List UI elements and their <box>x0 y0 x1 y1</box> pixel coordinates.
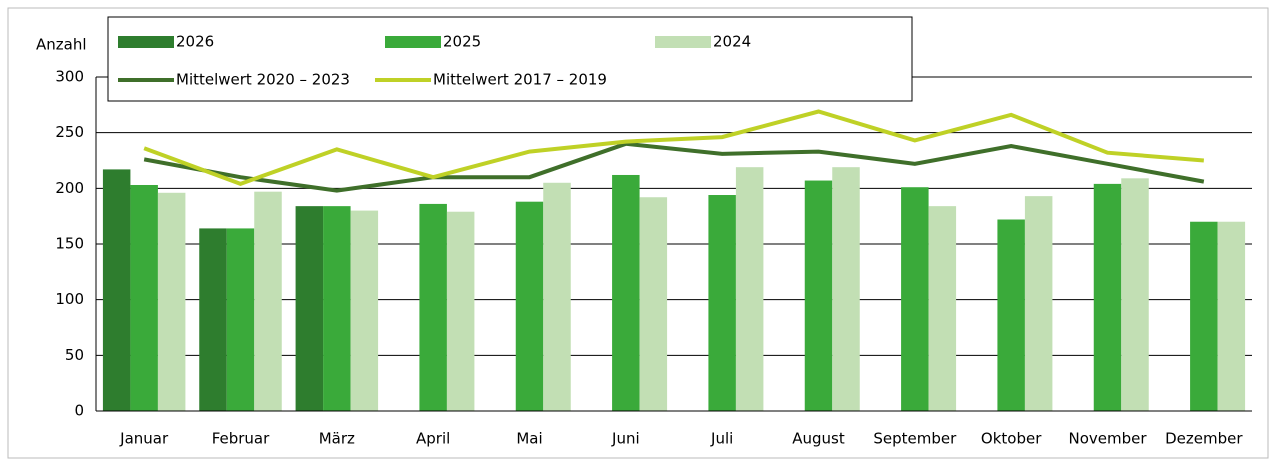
x-tick-label: Mai <box>516 430 542 448</box>
bar <box>350 210 379 411</box>
frame <box>7 7 1269 459</box>
y-tick-label: 150 <box>55 235 84 253</box>
bar <box>130 184 158 411</box>
legend-label: Mittelwert 2020 – 2023 <box>176 71 350 89</box>
bar <box>419 203 447 411</box>
bar <box>997 219 1025 411</box>
x-tick-label: Juli <box>710 430 733 448</box>
x-tick-label: Oktober <box>981 430 1042 448</box>
y-tick-label: 200 <box>55 179 84 197</box>
bar <box>295 206 324 411</box>
y-tick-label: 300 <box>55 68 84 86</box>
bar <box>735 167 764 411</box>
bar <box>102 169 131 411</box>
y-tick-label: 100 <box>55 290 84 308</box>
bar <box>226 228 255 411</box>
bar <box>639 197 668 411</box>
bar <box>543 182 571 411</box>
x-tick-label: Februar <box>212 430 270 448</box>
y-tick-label: 250 <box>55 123 84 141</box>
legend-swatch <box>385 36 441 48</box>
bar <box>323 206 351 411</box>
y-tick-label: 50 <box>65 346 84 364</box>
legend-swatch <box>655 36 711 48</box>
legend-label: 2026 <box>176 33 214 51</box>
bar <box>254 191 282 411</box>
x-tick-label: November <box>1068 430 1147 448</box>
line <box>143 109 1204 187</box>
bar <box>1024 196 1053 411</box>
legend <box>107 16 913 102</box>
x-tick-label: April <box>416 430 450 448</box>
x-tick-label: September <box>873 430 957 448</box>
bar <box>804 180 833 411</box>
x-tick-label: März <box>319 430 355 448</box>
bar <box>446 211 475 411</box>
x-tick-label: August <box>792 430 845 448</box>
bar <box>901 187 929 411</box>
bar <box>612 174 640 411</box>
bar <box>199 228 227 411</box>
bar <box>1121 178 1149 411</box>
bar <box>928 206 957 411</box>
x-tick-label: Dezember <box>1165 430 1243 448</box>
x-tick-label: Juni <box>611 430 640 448</box>
bar <box>708 195 736 411</box>
bar <box>1190 221 1218 411</box>
legend-swatch <box>118 36 174 48</box>
y-axis-label: Anzahl <box>36 36 87 54</box>
bar <box>832 167 860 411</box>
bar <box>1217 221 1246 411</box>
line <box>143 141 1205 193</box>
x-tick-label: Januar <box>119 430 169 448</box>
y-tick-label: 0 <box>74 402 84 420</box>
legend-label: Mittelwert 2017 – 2019 <box>433 71 607 89</box>
bar <box>1093 183 1122 411</box>
bar <box>515 201 544 411</box>
legend-label: 2025 <box>443 33 481 51</box>
legend-label: 2024 <box>713 33 751 51</box>
bar <box>157 192 186 411</box>
